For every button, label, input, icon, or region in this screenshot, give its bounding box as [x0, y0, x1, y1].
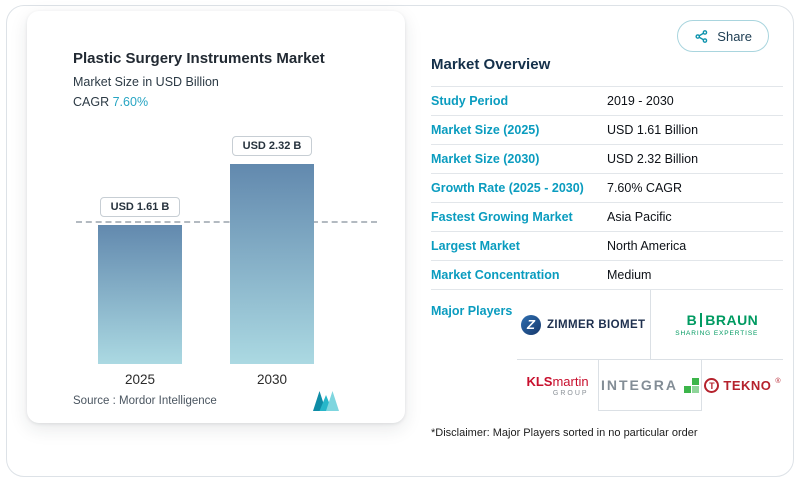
overview-title: Market Overview: [431, 56, 783, 87]
logo-integra: INTEGRA: [598, 360, 702, 411]
disclaimer-text: *Disclaimer: Major Players sorted in no …: [431, 427, 698, 439]
major-players-label: Major Players: [431, 304, 513, 318]
market-overview-panel: Market Overview Study Period 2019 - 2030…: [431, 56, 783, 439]
overview-row: Largest Market North America: [431, 232, 783, 261]
kls-label-martin: martin: [552, 374, 589, 389]
share-button[interactable]: Share: [677, 20, 769, 52]
bar-value-label-2025: USD 1.61 B: [99, 197, 181, 217]
overview-row: Fastest Growing Market Asia Pacific: [431, 203, 783, 232]
bar-series: USD 1.61 B USD 2.32 B: [98, 124, 314, 364]
source-name: Mordor Intelligence: [119, 395, 217, 407]
mordor-intelligence-logo: [313, 391, 339, 411]
row-label: Market Size (2025): [431, 123, 540, 137]
overview-row: Market Size (2030) USD 2.32 Billion: [431, 145, 783, 174]
row-value: USD 2.32 Billion: [607, 152, 699, 166]
bar-chart: USD 1.61 B USD 2.32 B: [76, 124, 377, 364]
chart-title: Plastic Surgery Instruments Market: [73, 50, 325, 67]
row-value: Asia Pacific: [607, 210, 672, 224]
market-chart-card: Plastic Surgery Instruments Market Marke…: [27, 11, 405, 423]
bbraun-label-b: B: [686, 312, 698, 328]
row-label: Fastest Growing Market: [431, 210, 573, 224]
tekno-label: TEKNO: [723, 378, 772, 393]
zimmer-biomet-label: ZIMMER BIOMET: [547, 318, 646, 331]
source-label: Source :: [73, 395, 116, 407]
bbraun-label-braun: BRAUN: [705, 312, 759, 328]
bbraun-tagline: SHARING EXPERTISE: [675, 330, 759, 337]
cagr-label: CAGR: [73, 95, 110, 109]
row-label: Market Concentration: [431, 268, 560, 282]
x-axis-labels: 2025 2030: [98, 372, 381, 387]
x-tick-2030: 2030: [256, 372, 288, 387]
row-label: Largest Market: [431, 239, 520, 253]
row-value: USD 1.61 Billion: [607, 123, 699, 137]
major-players-logos: Z ZIMMER BIOMET B BRAUN SHARING EXPERTIS…: [517, 290, 783, 411]
row-value: 2019 - 2030: [607, 94, 674, 108]
row-label: Growth Rate (2025 - 2030): [431, 181, 584, 195]
bbraun-bar-icon: [700, 313, 703, 327]
bar-group-2025: USD 1.61 B: [98, 197, 182, 364]
logo-zimmer-biomet: Z ZIMMER BIOMET: [517, 290, 651, 359]
logo-bbraun: B BRAUN SHARING EXPERTISE: [651, 290, 784, 359]
bar-group-2030: USD 2.32 B: [230, 136, 314, 364]
row-value: 7.60% CAGR: [607, 181, 683, 195]
major-players-section: Major Players Z ZIMMER BIOMET B: [431, 290, 783, 411]
zimmer-biomet-icon: Z: [521, 314, 541, 335]
logo-kls-martin: KLSmartin GROUP: [517, 360, 598, 411]
kls-label: KLS: [526, 374, 553, 389]
overview-row: Growth Rate (2025 - 2030) 7.60% CAGR: [431, 174, 783, 203]
infographic-frame: Share Plastic Surgery Instruments Market…: [6, 5, 794, 477]
bar-2025: [98, 225, 182, 364]
integra-blocks-icon: [684, 377, 699, 393]
x-tick-2025: 2025: [124, 372, 156, 387]
overview-row: Market Concentration Medium: [431, 261, 783, 290]
source-row: Source : Mordor Intelligence: [73, 391, 339, 411]
overview-row: Market Size (2025) USD 1.61 Billion: [431, 116, 783, 145]
row-value: North America: [607, 239, 687, 253]
row-label: Market Size (2030): [431, 152, 540, 166]
reference-line: [76, 221, 377, 223]
row-label: Study Period: [431, 94, 509, 108]
integra-label: INTEGRA: [601, 377, 678, 393]
cagr-line: CAGR 7.60%: [73, 95, 381, 110]
source-text: Source : Mordor Intelligence: [73, 395, 217, 407]
share-icon: [695, 29, 708, 43]
chart-subtitle: Market Size in USD Billion: [73, 75, 219, 89]
logo-tekno: T TEKNO ®: [702, 360, 783, 411]
share-button-label: Share: [717, 28, 752, 44]
row-value: Medium: [607, 268, 652, 282]
bar-2030: [230, 164, 314, 364]
overview-row: Study Period 2019 - 2030: [431, 87, 783, 116]
tekno-icon: T: [704, 378, 720, 393]
tekno-registered-mark: ®: [775, 378, 781, 385]
kls-tagline: GROUP: [552, 390, 589, 397]
cagr-value: 7.60%: [112, 95, 149, 109]
bar-value-label-2030: USD 2.32 B: [231, 136, 313, 156]
